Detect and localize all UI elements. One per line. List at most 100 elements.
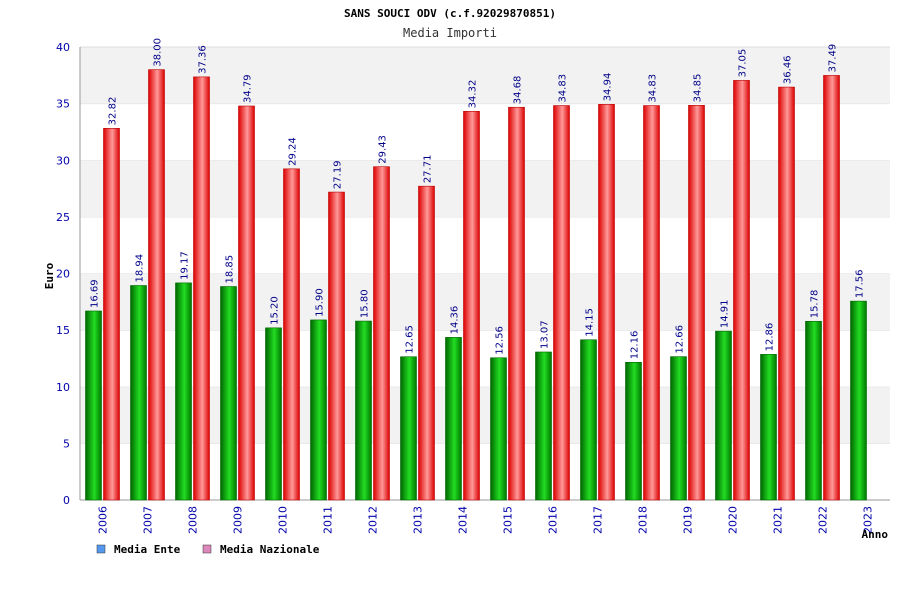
- x-tick-label: 2011: [322, 506, 335, 534]
- x-tick-label: 2014: [457, 506, 470, 534]
- bar-media-ente: [176, 283, 192, 500]
- data-label: 29.43: [378, 135, 389, 164]
- bar-media-ente: [536, 352, 552, 500]
- bar-media-nazionale: [284, 169, 300, 500]
- bar-media-nazionale: [509, 107, 525, 500]
- x-tick-label: 2008: [187, 506, 200, 534]
- data-label: 15.80: [360, 289, 371, 318]
- y-tick-label: 25: [56, 211, 70, 224]
- bar-media-nazionale: [374, 167, 390, 500]
- y-tick-label: 35: [56, 98, 70, 111]
- bar-media-nazionale: [599, 104, 615, 500]
- y-tick-label: 20: [56, 268, 70, 281]
- bars: 16.6932.8218.9438.0019.1737.3618.8534.79…: [86, 38, 867, 500]
- x-tick-label: 2010: [277, 506, 290, 534]
- data-label: 27.19: [333, 160, 344, 189]
- bar-media-nazionale: [149, 70, 165, 500]
- y-tick-label: 5: [63, 437, 70, 450]
- bar-media-nazionale: [329, 192, 345, 500]
- bar-media-ente: [221, 287, 237, 500]
- data-label: 32.82: [108, 97, 119, 126]
- data-label: 12.66: [675, 325, 686, 354]
- bar-media-nazionale: [104, 128, 120, 500]
- data-label: 15.20: [270, 296, 281, 325]
- bar-media-nazionale: [779, 87, 795, 500]
- data-label: 12.65: [405, 325, 416, 354]
- bar-media-ente: [311, 320, 327, 500]
- data-label: 34.68: [513, 76, 524, 105]
- data-label: 37.05: [738, 49, 749, 78]
- x-tick-label: 2015: [502, 506, 515, 534]
- bar-media-ente: [716, 331, 732, 500]
- data-label: 12.16: [630, 331, 641, 360]
- bar-media-nazionale: [734, 80, 750, 500]
- x-tick-label: 2016: [547, 506, 560, 534]
- data-label: 36.46: [783, 55, 794, 84]
- bar-media-nazionale: [239, 106, 255, 500]
- x-tick-label: 2021: [772, 506, 785, 534]
- bar-media-nazionale: [644, 106, 660, 500]
- bar-media-nazionale: [554, 106, 570, 500]
- x-tick-label: 2012: [367, 506, 380, 534]
- data-label: 34.83: [558, 74, 569, 103]
- bar-media-nazionale: [824, 75, 840, 500]
- data-label: 12.56: [495, 326, 506, 355]
- bar-media-ente: [851, 301, 867, 500]
- x-tick-label: 2017: [592, 506, 605, 534]
- x-axis-label: Anno: [862, 528, 889, 541]
- data-label: 34.79: [243, 74, 254, 103]
- data-label: 18.94: [135, 254, 146, 283]
- x-tick-label: 2013: [412, 506, 425, 534]
- data-label: 29.24: [288, 137, 299, 166]
- y-axis-label: Euro: [43, 262, 56, 289]
- data-label: 34.94: [603, 73, 614, 102]
- x-tick-label: 2006: [97, 506, 110, 534]
- data-label: 19.17: [180, 251, 191, 280]
- data-label: 14.36: [450, 306, 461, 335]
- chart-subtitle: Media Importi: [403, 26, 497, 40]
- y-tick-label: 10: [56, 381, 70, 394]
- x-tick-label: 2020: [727, 506, 740, 534]
- data-label: 18.85: [225, 255, 236, 284]
- bar-media-ente: [761, 354, 777, 500]
- data-label: 15.90: [315, 288, 326, 317]
- y-tick-label: 40: [56, 41, 70, 54]
- y-tick-label: 0: [63, 494, 70, 507]
- legend-label-ente: Media Ente: [114, 543, 181, 556]
- bar-media-ente: [266, 328, 282, 500]
- legend-label-nazionale: Media Nazionale: [220, 543, 320, 556]
- y-tick-label: 15: [56, 324, 70, 337]
- legend-swatch-nazionale: [203, 545, 211, 553]
- data-label: 38.00: [153, 38, 164, 67]
- y-tick-label: 30: [56, 154, 70, 167]
- data-label: 12.86: [765, 323, 776, 352]
- bar-media-ente: [401, 357, 417, 500]
- data-label: 14.15: [585, 308, 596, 337]
- x-axis: 2006 2007 2008 2009 2010 2011 2012 2013 2014 2015…: [97, 506, 875, 534]
- x-tick-label: 2009: [232, 506, 245, 534]
- x-tick-label: 2022: [817, 506, 830, 534]
- bar-media-ente: [626, 362, 642, 500]
- bar-media-nazionale: [689, 105, 705, 500]
- data-label: 14.91: [720, 300, 731, 329]
- bar-media-ente: [806, 321, 822, 500]
- legend: Media Ente Media Nazionale: [97, 543, 320, 556]
- bar-media-ente: [491, 358, 507, 500]
- bar-media-nazionale: [464, 111, 480, 500]
- data-label: 34.83: [648, 74, 659, 103]
- chart-title: SANS SOUCI ODV (c.f.92029870851): [344, 7, 556, 20]
- bar-media-ente: [581, 340, 597, 500]
- x-tick-label: 2019: [682, 506, 695, 534]
- data-label: 15.78: [810, 290, 821, 319]
- data-label: 34.85: [693, 74, 704, 103]
- bar-media-nazionale: [419, 186, 435, 500]
- data-label: 17.56: [855, 269, 866, 298]
- x-tick-label: 2007: [142, 506, 155, 534]
- data-label: 16.69: [90, 279, 101, 308]
- x-tick-label: 2018: [637, 506, 650, 534]
- bar-media-ente: [671, 357, 687, 500]
- data-label: 13.07: [540, 320, 551, 349]
- bar-media-nazionale: [194, 77, 210, 500]
